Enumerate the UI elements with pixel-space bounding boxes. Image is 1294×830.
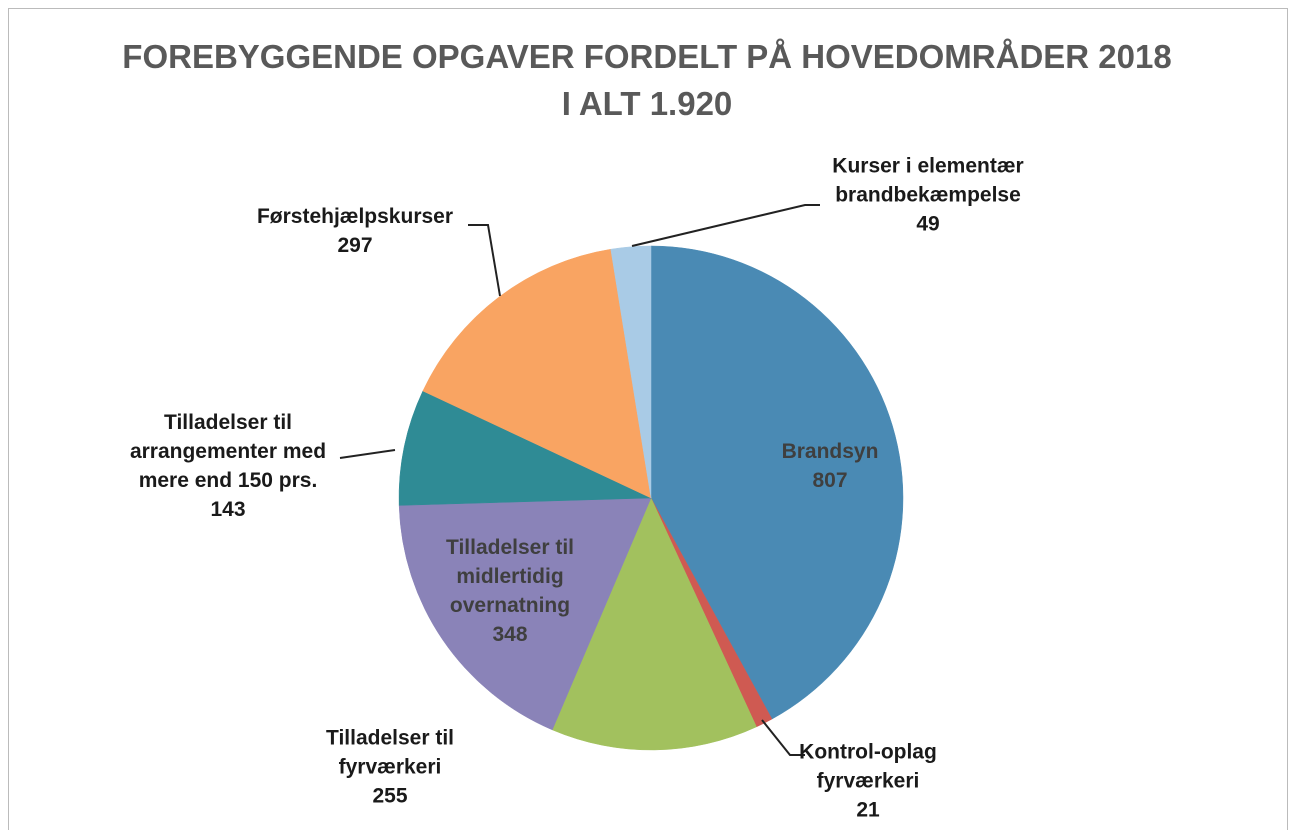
category-label: Førstehjælpskurser <box>256 205 454 228</box>
category-label: Kontrol-oplag fyrværkeri <box>799 740 937 793</box>
slice-label: Tilladelser til midlertidig overnatning 3… <box>430 533 590 649</box>
category-label: Brandsyn <box>781 440 879 463</box>
chart-title: FOREBYGGENDE OPGAVER FORDELT PÅ HOVEDOMR… <box>122 38 1172 75</box>
value-label: 348 <box>492 623 528 646</box>
category-label: Tilladelser til midlertidig overnatning <box>446 536 574 617</box>
pie-slice <box>422 248 652 499</box>
category-label: Kurser i elementær brandbekæmpelse <box>832 154 1024 207</box>
value-label: 255 <box>372 784 408 808</box>
pie-slice <box>610 245 652 499</box>
leader-line <box>761 719 805 756</box>
slice-label: Tilladelser til fyrværkeri 255 <box>305 724 475 811</box>
leader-lines <box>339 204 820 756</box>
value-label: 21 <box>856 798 880 822</box>
category-label: Tilladelser til arrangementer med mere e… <box>129 411 327 492</box>
leader-line <box>631 204 820 247</box>
value-label: 297 <box>337 234 373 257</box>
category-label: Tilladelser til fyrværkeri <box>326 726 454 779</box>
leader-line <box>339 449 396 459</box>
pie-slice <box>398 390 652 506</box>
value-label: 49 <box>916 212 940 236</box>
slice-label: Førstehjælpskurser 297 <box>225 202 485 260</box>
frame <box>8 8 1288 830</box>
pie-slice <box>551 497 757 751</box>
pie-slice <box>650 245 904 720</box>
value-label: 807 <box>812 469 848 492</box>
chart-subtitle: I ALT 1.920 <box>561 85 733 122</box>
slice-label: Kontrol-oplag fyrværkeri 21 <box>793 738 943 825</box>
value-label: 143 <box>210 498 246 521</box>
slice-label: Kurser i elementær brandbekæmpelse 49 <box>813 152 1043 239</box>
slice-label: Tilladelser til arrangementer med mere e… <box>113 408 343 524</box>
slice-label: Brandsyn 807 <box>765 437 895 495</box>
pie-slice <box>398 497 652 731</box>
leader-line <box>468 224 501 297</box>
